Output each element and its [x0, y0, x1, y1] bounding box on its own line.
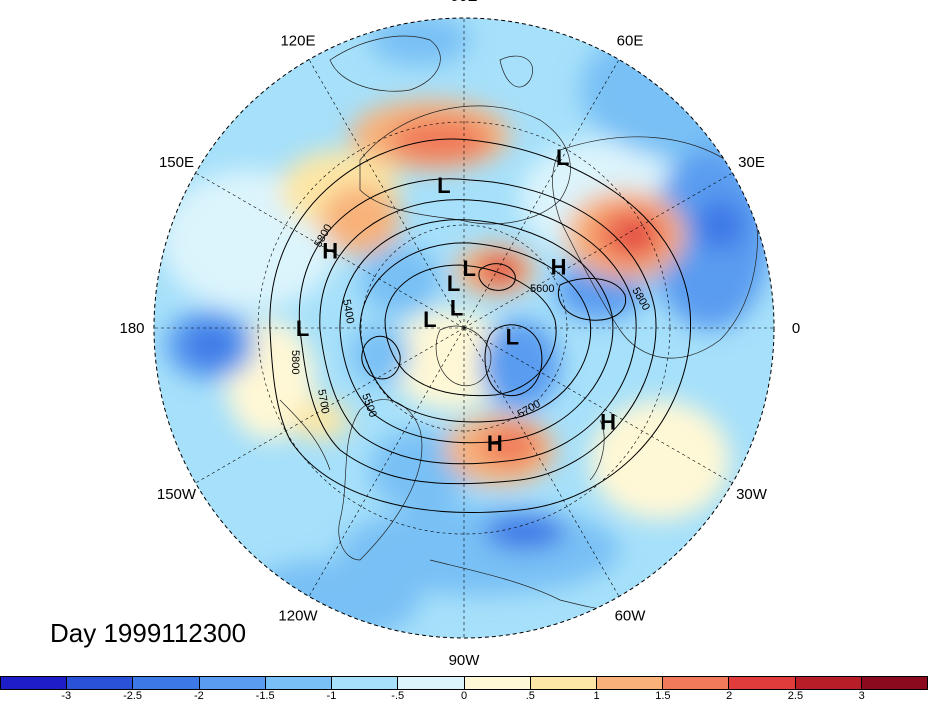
longitude-label: 150E [159, 154, 194, 171]
low-pressure-center: L [506, 325, 519, 350]
height-contours [269, 138, 692, 513]
colorbar-swatch [861, 677, 928, 689]
longitude-label: 0 [792, 320, 800, 337]
colorbar-tick-label: -2.5 [123, 690, 143, 702]
longitude-label: 60E [617, 32, 644, 49]
meridian-line [195, 327, 465, 484]
high-pressure-center: H [600, 410, 616, 435]
colorbar-swatch [332, 677, 399, 689]
high-pressure-center: H [487, 431, 503, 456]
colorbar-tick-label: -1.5 [255, 690, 275, 702]
longitude-label: 120W [278, 608, 318, 625]
colorbar-tick-label: 3 [858, 690, 865, 702]
colorbar [0, 676, 928, 690]
low-pressure-center: L [296, 316, 309, 341]
colorbar-tick-label: .5 [525, 690, 535, 702]
colorbar-swatch [133, 677, 200, 689]
meridian-line [463, 327, 733, 484]
longitude-label: 180 [119, 320, 144, 337]
low-pressure-center: L [556, 145, 569, 170]
colorbar-swatch [663, 677, 730, 689]
colorbar-swatch [199, 677, 266, 689]
low-pressure-center: L [450, 296, 463, 321]
colorbar-swatch [729, 677, 796, 689]
low-pressure-center: L [463, 256, 476, 281]
contour-label: 5600 [530, 283, 554, 295]
meridian-line [308, 59, 465, 329]
longitude-label: 90W [449, 652, 481, 669]
meridian-line [463, 172, 733, 329]
colorbar-tick-label: -1 [326, 690, 337, 702]
colorbar-tick-label: 1.5 [655, 690, 671, 702]
contour-label: 5700 [315, 388, 331, 414]
high-pressure-center: H [551, 255, 567, 280]
colorbar-swatch [795, 677, 862, 689]
graticule [154, 18, 774, 638]
low-pressure-center: L [437, 173, 450, 198]
colorbar-tick-label: 2 [726, 690, 733, 702]
anomaly-shading [154, 18, 774, 638]
longitude-label: 90E [451, 0, 478, 5]
low-pressure-center: L [423, 307, 436, 332]
colorbar-swatch [265, 677, 333, 689]
colorbar-swatch [398, 677, 465, 689]
day-label: Day 1999112300 [50, 618, 247, 648]
coastlines [279, 35, 758, 612]
colorbar-tick-label: 1 [593, 690, 600, 702]
low-pressure-center: L [447, 271, 460, 296]
colorbar-swatch [464, 677, 531, 689]
meridian-line [463, 59, 620, 329]
colorbar-tick-label: 2.5 [787, 690, 804, 702]
longitude-label: 120E [280, 32, 315, 49]
map-boundary [153, 17, 775, 639]
colorbar-tick-label: 0 [460, 690, 468, 702]
longitude-label: 150W [157, 486, 197, 503]
colorbar-swatch [530, 677, 597, 689]
longitude-label: 30W [736, 486, 768, 503]
meridian-line [463, 327, 620, 597]
meridian-line [195, 172, 465, 329]
colorbar-swatch [596, 677, 664, 689]
high-pressure-center: H [322, 239, 338, 264]
colorbar-swatch [1, 677, 68, 689]
longitude-label: 30E [738, 154, 765, 171]
colorbar-tick-label: -.5 [391, 690, 405, 702]
longitude-labels: 90E 60E 30E 0 30W 60W 90W 120W 150W 180 150E 120E [119, 0, 800, 669]
longitude-label: 60W [615, 608, 647, 625]
contour-label: 5800 [289, 350, 301, 374]
colorbar-swatch [67, 677, 134, 689]
contour-label: 5400 [340, 298, 356, 324]
meridian-line [308, 327, 465, 597]
colorbar-tick-label: -3 [61, 690, 72, 702]
colorbar-tick-label: -2 [193, 690, 204, 702]
